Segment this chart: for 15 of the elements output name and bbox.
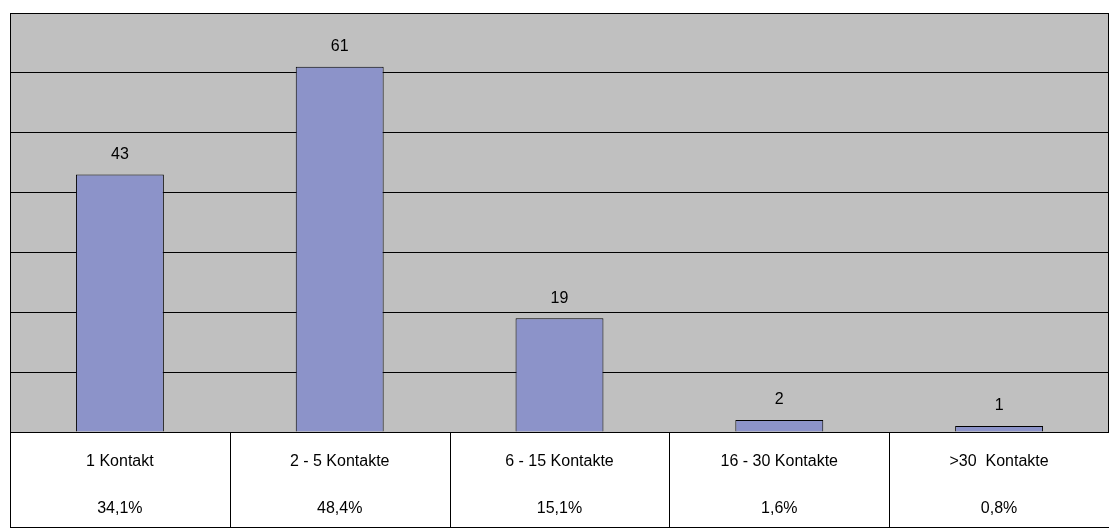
x-tick-label: >30 Kontakte [949, 452, 1049, 470]
x-tick-label: 1 Kontakt [86, 452, 155, 470]
text: 0,8% [980, 499, 1018, 517]
text: 15,1% [536, 499, 583, 517]
text: 1,6% [761, 499, 798, 517]
data-label: 1 [994, 396, 1004, 414]
x-tick-label: 2 - 5 Kontakte [289, 452, 390, 470]
x-tick-label: 6 - 15 Kontakte [505, 452, 614, 470]
data-label: 2 [774, 390, 784, 408]
text: 48,4% [317, 499, 363, 517]
data-label: 19 [550, 288, 569, 306]
data-label: 43 [111, 145, 129, 163]
text: 34,1% [97, 499, 143, 517]
x-tick-label: 16 - 30 Kontakte [720, 452, 839, 470]
data-label: 61 [330, 37, 349, 55]
